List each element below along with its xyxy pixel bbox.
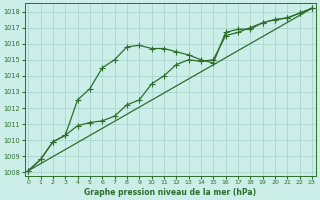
X-axis label: Graphe pression niveau de la mer (hPa): Graphe pression niveau de la mer (hPa): [84, 188, 256, 197]
